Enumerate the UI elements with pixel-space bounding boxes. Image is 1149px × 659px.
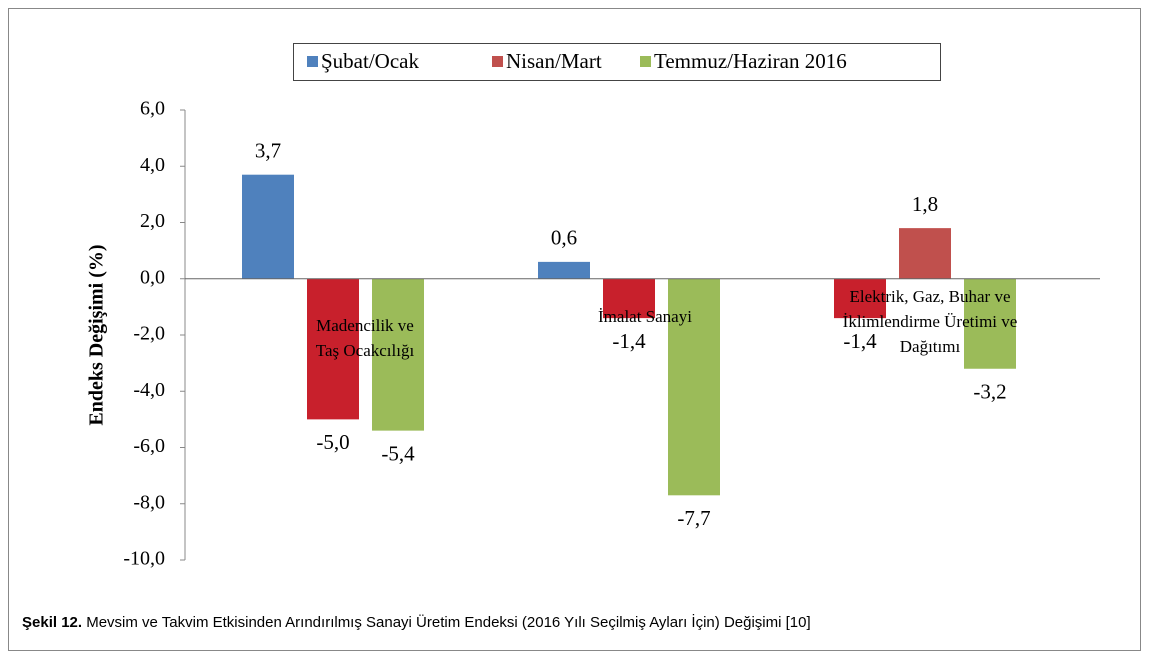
y-tick-label: -4,0 (133, 379, 165, 401)
value-label: 3,7 (255, 139, 281, 163)
category-label: Taş Ocakcılığı (316, 341, 415, 360)
value-label: -5,0 (316, 430, 349, 454)
bar (242, 174, 294, 279)
bar (307, 278, 359, 420)
value-label: -7,7 (677, 506, 710, 530)
value-label: -1,4 (612, 329, 646, 353)
y-tick-label: -8,0 (133, 491, 165, 513)
legend-swatch (492, 56, 503, 67)
bar (668, 278, 720, 496)
legend-box (293, 43, 941, 81)
y-axis-title: Endeks Değişimi (%) (86, 244, 108, 425)
bar (372, 278, 424, 431)
bar (964, 278, 1016, 369)
category-label: İmalat Sanayi (598, 307, 692, 326)
caption-label: Şekil 12. (22, 614, 82, 631)
category-label: Madencilik ve (316, 316, 414, 335)
category-label: İklimlendirme Üretimi ve (843, 312, 1018, 331)
value-label: -5,4 (381, 441, 415, 465)
y-tick-label: -2,0 (133, 323, 165, 345)
bar (834, 278, 886, 319)
legend-swatch (307, 56, 318, 67)
bar (899, 228, 951, 279)
y-tick-label: -6,0 (133, 435, 165, 457)
value-label: 1,8 (912, 192, 938, 216)
value-label: 0,6 (551, 226, 577, 250)
value-label: -3,2 (973, 380, 1006, 404)
legend-label: Temmuz/Haziran 2016 (654, 49, 847, 73)
legend-label: Nisan/Mart (506, 49, 602, 73)
y-tick-label: 2,0 (140, 210, 165, 232)
bar (538, 261, 590, 279)
legend-label: Şubat/Ocak (321, 49, 419, 73)
category-label: Dağıtımı (900, 337, 961, 356)
bar (603, 278, 655, 319)
y-tick-label: -10,0 (123, 548, 165, 570)
y-tick-label: 4,0 (140, 154, 165, 176)
figure-frame (8, 8, 1141, 651)
legend-swatch (640, 56, 651, 67)
y-tick-label: 0,0 (140, 266, 165, 288)
caption: Şekil 12. Mevsim ve Takvim Etkisinden Ar… (22, 613, 811, 631)
caption-text: Mevsim ve Takvim Etkisinden Arındırılmış… (86, 613, 810, 631)
category-label: Elektrik, Gaz, Buhar ve (850, 287, 1011, 306)
y-tick-label: 6,0 (140, 98, 165, 120)
value-label: -1,4 (843, 329, 877, 353)
